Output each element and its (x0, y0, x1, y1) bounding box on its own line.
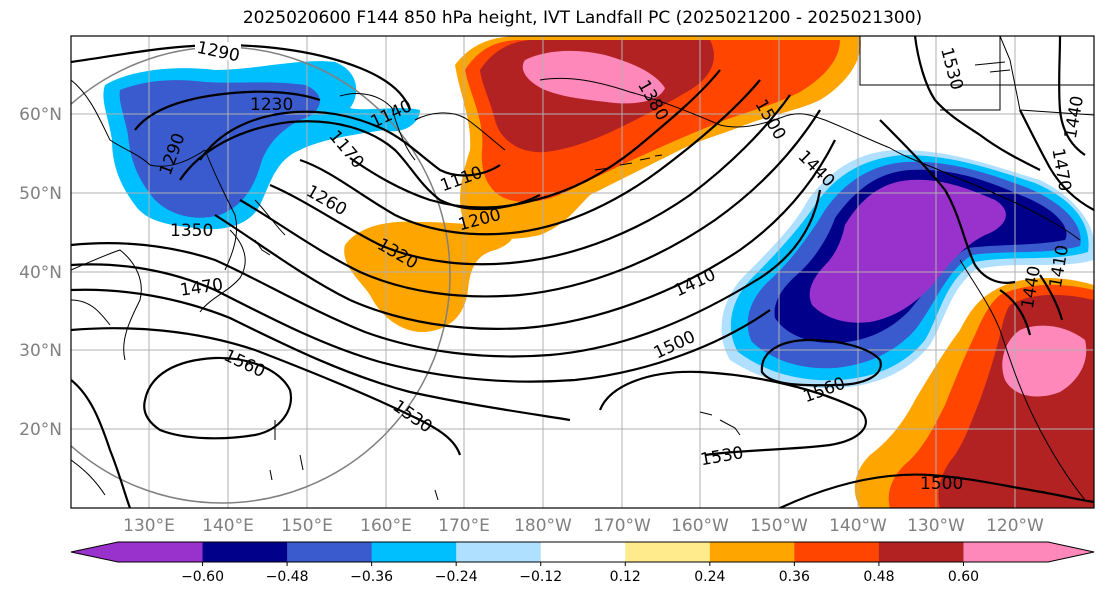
lon-label: 160°W (671, 516, 729, 536)
lat-label: 30°N (19, 341, 62, 361)
lon-label: 130°W (907, 516, 965, 536)
colorbar-swatch (794, 542, 880, 562)
lon-label: 170°W (593, 516, 651, 536)
contour-label: 1500 (920, 474, 963, 494)
colorbar-swatch (287, 542, 373, 562)
colorbar-tick-label: 0.24 (694, 569, 725, 585)
contour-label-bg (195, 42, 241, 60)
lat-label: 40°N (19, 263, 62, 283)
lat-label: 20°N (19, 420, 62, 440)
lon-label: 180°W (514, 516, 572, 536)
lon-label: 150°E (281, 516, 333, 536)
colorbar-tick-label: 0.36 (779, 569, 810, 585)
colorbar-tick-label: 0.12 (610, 569, 641, 585)
lon-label: 160°E (360, 516, 412, 536)
contour-label: 1350 (170, 221, 213, 241)
colorbar-tick-label: 0.48 (863, 569, 894, 585)
colorbar-swatch (456, 542, 542, 562)
colorbar-swatch (118, 542, 204, 562)
colorbar-tick-label: −0.48 (266, 569, 309, 585)
lon-label: 150°W (750, 516, 808, 536)
colorbar-tick-label: −0.60 (181, 569, 224, 585)
colorbar-extend-high (1048, 542, 1094, 562)
lon-label: 120°W (986, 516, 1044, 536)
height-contours (71, 36, 1094, 508)
colorbar-swatch (202, 542, 288, 562)
lat-label: 50°N (19, 184, 62, 204)
colorbar: −0.60 −0.48 −0.36 −0.24 −0.12 0.12 0.24 0.36 0.4… (70, 541, 1095, 585)
colorbar-swatch (371, 542, 457, 562)
contour-label: 1230 (250, 95, 293, 115)
colorbar-tick-label: −0.12 (519, 569, 562, 585)
lon-label: 140°E (202, 516, 254, 536)
map-frame (70, 35, 1095, 509)
longitude-labels: 130°E 140°E 150°E 160°E 170°E 180°W 170°… (123, 516, 1044, 536)
latitude-labels: 60°N 50°N 40°N 30°N 20°N (19, 105, 62, 440)
lon-label: 130°E (123, 516, 175, 536)
colorbar-swatch (709, 542, 795, 562)
lon-label: 170°E (438, 516, 490, 536)
lat-label: 60°N (19, 105, 62, 125)
colorbar-swatch (963, 542, 1049, 562)
colorbar-tick-label: −0.24 (435, 569, 478, 585)
coastlines (71, 36, 1094, 501)
colorbar-swatch (625, 542, 711, 562)
ivt-positive-region-north-pink (522, 50, 665, 104)
colorbar-swatch (540, 542, 626, 562)
colorbar-outline (70, 541, 1095, 563)
lon-label: 140°W (829, 516, 887, 536)
colorbar-tick-label: 0.60 (948, 569, 979, 585)
map-title: 2025020600 F144 850 hPa height, IVT Land… (242, 8, 923, 28)
colorbar-swatch (878, 542, 964, 562)
colorbar-extend-low (71, 542, 118, 562)
colorbar-tick-label: −0.36 (350, 569, 393, 585)
ivt-positive-region-southeast-pink (1002, 325, 1087, 397)
